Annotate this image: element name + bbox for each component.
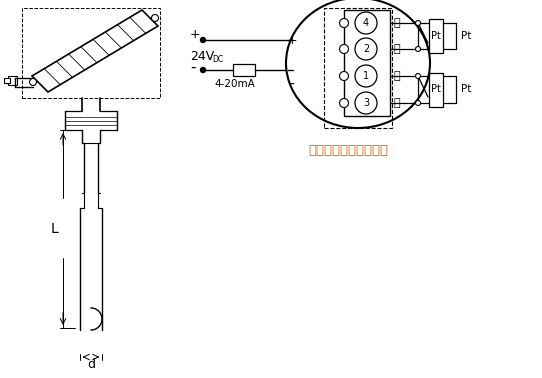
Circle shape — [201, 37, 205, 42]
Circle shape — [201, 68, 205, 73]
Circle shape — [355, 38, 377, 60]
Text: 红: 红 — [393, 71, 399, 81]
Circle shape — [355, 65, 377, 87]
Text: 24V: 24V — [190, 50, 214, 62]
Bar — [344, 10, 390, 116]
Circle shape — [339, 45, 349, 54]
Circle shape — [339, 99, 349, 107]
Text: 白: 白 — [393, 44, 399, 54]
Circle shape — [339, 71, 349, 81]
Circle shape — [29, 79, 36, 85]
Circle shape — [339, 19, 349, 28]
Circle shape — [355, 12, 377, 34]
Text: Pt: Pt — [431, 85, 441, 94]
Circle shape — [416, 20, 421, 25]
Bar — [429, 73, 443, 107]
Text: 红: 红 — [393, 98, 399, 108]
Text: +: + — [287, 34, 298, 48]
Text: 白: 白 — [393, 18, 399, 28]
Circle shape — [152, 14, 158, 22]
Text: 热电阻：三线或四线制: 热电阻：三线或四线制 — [308, 144, 388, 158]
Text: 1: 1 — [363, 71, 369, 81]
Text: 3: 3 — [363, 98, 369, 108]
Circle shape — [416, 73, 421, 79]
Circle shape — [416, 46, 421, 51]
Bar — [8, 76, 17, 85]
Text: Pt: Pt — [431, 31, 441, 41]
Text: Pt: Pt — [461, 85, 472, 94]
Text: Pt: Pt — [461, 31, 472, 41]
Text: L: L — [51, 222, 59, 236]
Text: -: - — [190, 59, 196, 74]
Circle shape — [355, 92, 377, 114]
Bar — [233, 64, 255, 76]
Text: 2: 2 — [363, 44, 369, 54]
Text: -: - — [289, 78, 294, 92]
Circle shape — [416, 101, 421, 105]
Bar — [429, 19, 443, 53]
Text: 4: 4 — [363, 18, 369, 28]
Text: +: + — [190, 28, 201, 42]
Text: DC: DC — [212, 54, 223, 64]
Bar — [4, 78, 10, 83]
Bar — [22, 8, 160, 98]
Ellipse shape — [286, 0, 430, 128]
Bar — [324, 8, 392, 128]
Text: d: d — [87, 358, 95, 372]
Text: 4-20mA: 4-20mA — [214, 79, 255, 89]
